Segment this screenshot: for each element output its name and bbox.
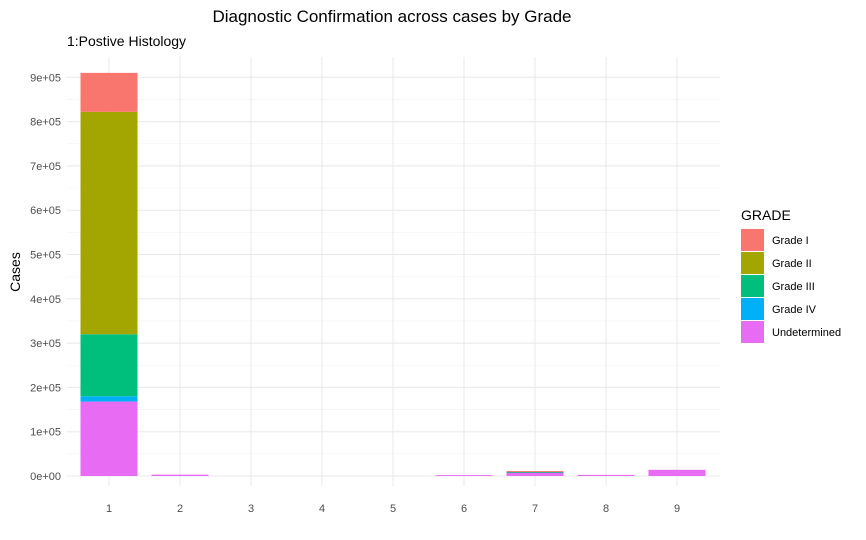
x-tick-label: 1 xyxy=(106,503,112,515)
x-tick-label: 2 xyxy=(177,503,183,515)
y-tick-label: 7e+05 xyxy=(30,161,61,173)
legend-label: Undetermined xyxy=(772,327,841,339)
x-tick-label: 7 xyxy=(532,503,538,515)
x-tick-label: 8 xyxy=(603,503,609,515)
bar-segment xyxy=(80,401,138,476)
x-tick-label: 3 xyxy=(248,503,254,515)
y-tick-label: 6e+05 xyxy=(30,205,61,217)
y-tick-label: 8e+05 xyxy=(30,117,61,129)
bar-segment xyxy=(80,396,138,402)
legend-swatch xyxy=(741,321,764,343)
x-axis-ticks: 1 2 3 4 5 6 7 8 9 xyxy=(106,503,680,515)
legend-label: Grade I xyxy=(772,235,809,247)
y-axis-ticks: 0e+00 1e+05 2e+05 3e+05 4e+05 5e+05 6e+05 7e+05… xyxy=(30,72,61,483)
bar-segment xyxy=(506,471,564,473)
grid xyxy=(67,57,720,486)
y-tick-label: 2e+05 xyxy=(30,382,61,394)
bar-segment xyxy=(80,111,138,335)
legend-label: Grade II xyxy=(772,258,812,270)
x-tick-label: 4 xyxy=(319,503,325,515)
y-tick-label: 1e+05 xyxy=(30,427,61,439)
legend-swatch xyxy=(741,298,764,320)
x-tick-label: 9 xyxy=(674,503,680,515)
bar-segment xyxy=(577,474,635,476)
y-axis-title: Cases xyxy=(7,252,23,292)
bar-segment xyxy=(648,469,706,476)
y-tick-label: 3e+05 xyxy=(30,338,61,350)
legend-swatch xyxy=(741,275,764,297)
chart-subtitle: 1:Postive Histology xyxy=(67,33,186,49)
legend: GRADE Grade I Grade II Grade III Grade IV Un… xyxy=(741,207,841,343)
x-tick-label: 6 xyxy=(461,503,467,515)
bar-segment xyxy=(506,471,564,472)
legend-swatch xyxy=(741,252,764,274)
legend-title: GRADE xyxy=(741,207,791,223)
y-tick-label: 0e+00 xyxy=(30,471,61,483)
bar-segment xyxy=(435,475,493,476)
bar-segment xyxy=(80,334,138,397)
legend-label: Grade IV xyxy=(772,304,817,316)
bar-segment xyxy=(151,474,209,476)
legend-swatch xyxy=(741,229,764,251)
y-tick-label: 9e+05 xyxy=(30,72,61,84)
bar-segment xyxy=(506,472,564,476)
y-tick-label: 5e+05 xyxy=(30,250,61,262)
chart-title: Diagnostic Confirmation across cases by … xyxy=(212,7,571,26)
bars xyxy=(80,72,706,476)
legend-label: Grade III xyxy=(772,281,815,293)
bar-segment xyxy=(80,72,138,112)
x-tick-label: 5 xyxy=(390,503,396,515)
y-tick-label: 4e+05 xyxy=(30,294,61,306)
